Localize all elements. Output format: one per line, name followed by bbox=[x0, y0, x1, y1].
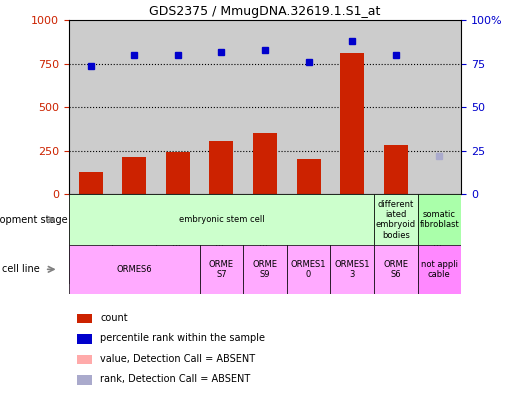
Text: GSM100004: GSM100004 bbox=[435, 199, 444, 249]
Title: GDS2375 / MmugDNA.32619.1.S1_at: GDS2375 / MmugDNA.32619.1.S1_at bbox=[149, 5, 381, 18]
Text: percentile rank within the sample: percentile rank within the sample bbox=[100, 333, 266, 343]
Text: ORMES1
3: ORMES1 3 bbox=[334, 260, 370, 279]
Bar bbox=[374, 245, 418, 294]
Bar bbox=[77, 355, 92, 364]
Text: somatic
fibroblast: somatic fibroblast bbox=[419, 210, 459, 229]
Bar bbox=[243, 245, 287, 294]
Bar bbox=[253, 134, 277, 194]
Text: rank, Detection Call = ABSENT: rank, Detection Call = ABSENT bbox=[100, 374, 251, 384]
Bar bbox=[374, 194, 418, 284]
Text: GSM100000: GSM100000 bbox=[173, 199, 182, 249]
Bar bbox=[200, 245, 243, 294]
Text: count: count bbox=[100, 313, 128, 323]
Bar bbox=[69, 245, 200, 294]
Bar bbox=[287, 194, 330, 284]
Text: ORME
S6: ORME S6 bbox=[383, 260, 408, 279]
Text: embryonic stem cell: embryonic stem cell bbox=[179, 215, 264, 224]
Text: GSM99840: GSM99840 bbox=[391, 199, 400, 244]
Text: GSM100001: GSM100001 bbox=[217, 199, 226, 249]
Bar bbox=[340, 53, 364, 194]
Text: value, Detection Call = ABSENT: value, Detection Call = ABSENT bbox=[100, 354, 255, 364]
Bar bbox=[330, 245, 374, 294]
Bar bbox=[122, 157, 146, 194]
Bar bbox=[77, 375, 92, 385]
Bar bbox=[418, 194, 461, 245]
Bar bbox=[69, 194, 374, 245]
Bar bbox=[112, 194, 156, 284]
Bar bbox=[287, 245, 330, 294]
Bar bbox=[418, 245, 461, 294]
Text: GSM99998: GSM99998 bbox=[86, 199, 95, 244]
Text: cell line: cell line bbox=[2, 264, 40, 274]
Bar bbox=[374, 194, 418, 245]
Bar bbox=[418, 194, 461, 284]
Text: different
iated
embryoid
bodies: different iated embryoid bodies bbox=[376, 200, 416, 240]
Bar bbox=[209, 141, 233, 194]
Text: ORMES6: ORMES6 bbox=[117, 265, 152, 274]
Bar bbox=[384, 145, 408, 194]
Bar bbox=[77, 335, 92, 344]
Bar bbox=[69, 194, 112, 284]
Bar bbox=[200, 194, 243, 284]
Text: GSM99965: GSM99965 bbox=[304, 199, 313, 244]
Bar bbox=[330, 194, 374, 284]
Text: GSM99999: GSM99999 bbox=[130, 199, 139, 244]
Text: development stage: development stage bbox=[0, 215, 68, 225]
Bar bbox=[156, 194, 200, 284]
Bar bbox=[243, 194, 287, 284]
Text: GSM100002: GSM100002 bbox=[261, 199, 269, 249]
Text: not appli
cable: not appli cable bbox=[421, 260, 458, 279]
Bar bbox=[77, 314, 92, 323]
Bar bbox=[79, 172, 103, 194]
Text: ORME
S9: ORME S9 bbox=[252, 260, 278, 279]
Text: GSM99966: GSM99966 bbox=[348, 199, 357, 244]
Text: ORME
S7: ORME S7 bbox=[209, 260, 234, 279]
Bar bbox=[166, 152, 190, 194]
Bar bbox=[297, 159, 321, 194]
Text: ORMES1
0: ORMES1 0 bbox=[291, 260, 326, 279]
